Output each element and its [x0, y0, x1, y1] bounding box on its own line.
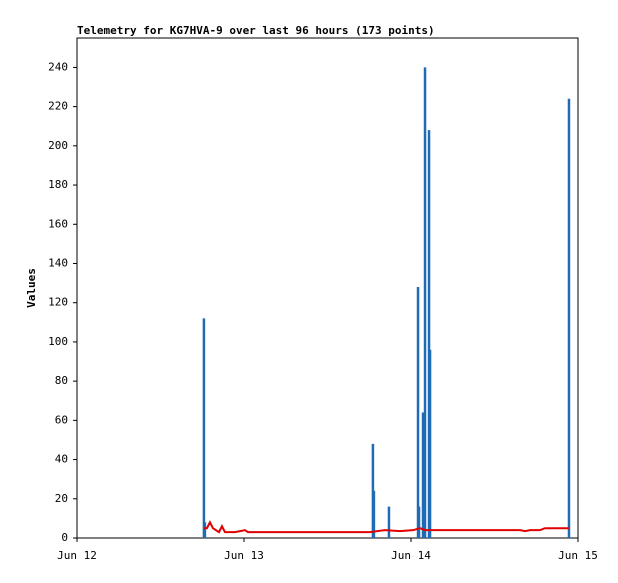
y-tick-label: 0	[61, 531, 68, 544]
y-tick-label: 240	[48, 60, 68, 73]
y-axis-label: Values	[25, 268, 38, 308]
y-tick-label: 100	[48, 335, 68, 348]
y-tick-label: 120	[48, 296, 68, 309]
x-tick-label: Jun 15	[558, 549, 598, 562]
series-line	[203, 520, 569, 534]
y-tick-label: 220	[48, 100, 68, 113]
plot-frame	[76, 37, 579, 539]
y-tick-label: 20	[55, 492, 68, 505]
x-tick-label: Jun 14	[391, 549, 431, 562]
y-tick-label: 200	[48, 139, 68, 152]
y-tick-label: 60	[55, 413, 68, 426]
x-tick-label: Jun 13	[224, 549, 264, 562]
y-tick-label: 80	[55, 374, 68, 387]
y-tick-label: 140	[48, 256, 68, 269]
y-tick-label: 40	[55, 453, 68, 466]
x-tick-label: Jun 12	[57, 549, 97, 562]
chart-title: Telemetry for KG7HVA-9 over last 96 hour…	[77, 24, 435, 37]
y-tick-label: 160	[48, 217, 68, 230]
y-tick-label: 180	[48, 178, 68, 191]
